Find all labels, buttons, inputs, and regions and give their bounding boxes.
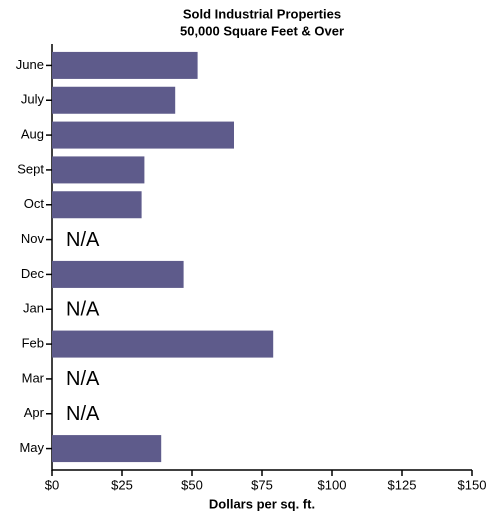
- y-tick-label: June: [16, 57, 44, 72]
- value-label: N/A: [66, 299, 100, 321]
- x-tick-label: $75: [251, 477, 273, 492]
- chart-title: Sold Industrial Properties: [183, 6, 341, 21]
- x-tick-label: $0: [45, 477, 59, 492]
- y-tick-label: Mar: [22, 370, 45, 385]
- y-tick-label: Apr: [24, 405, 45, 420]
- y-tick-label: Oct: [24, 196, 45, 211]
- value-label: N/A: [66, 229, 100, 251]
- y-tick-label: Aug: [21, 127, 44, 142]
- y-tick-label: July: [21, 92, 45, 107]
- value-label: N/A: [66, 368, 100, 390]
- bar: [52, 435, 162, 463]
- x-tick-label: $50: [181, 477, 203, 492]
- bar: [52, 86, 176, 114]
- y-tick-label: Sept: [17, 161, 44, 176]
- x-tick-label: $125: [388, 477, 417, 492]
- x-axis-label: Dollars per sq. ft.: [209, 496, 315, 511]
- bar: [52, 51, 198, 79]
- bar: [52, 156, 145, 184]
- y-tick-label: Feb: [22, 336, 44, 351]
- bar: [52, 121, 234, 149]
- y-tick-label: Dec: [21, 266, 45, 281]
- bar: [52, 260, 184, 288]
- value-label: N/A: [66, 403, 100, 425]
- chart-subtitle: 50,000 Square Feet & Over: [180, 23, 344, 38]
- x-tick-label: $150: [458, 477, 487, 492]
- y-tick-label: May: [19, 440, 44, 455]
- bar: [52, 191, 142, 219]
- x-tick-label: $25: [111, 477, 133, 492]
- y-tick-label: Nov: [21, 231, 45, 246]
- bar: [52, 330, 274, 358]
- x-tick-label: $100: [318, 477, 347, 492]
- y-tick-label: Jan: [23, 301, 44, 316]
